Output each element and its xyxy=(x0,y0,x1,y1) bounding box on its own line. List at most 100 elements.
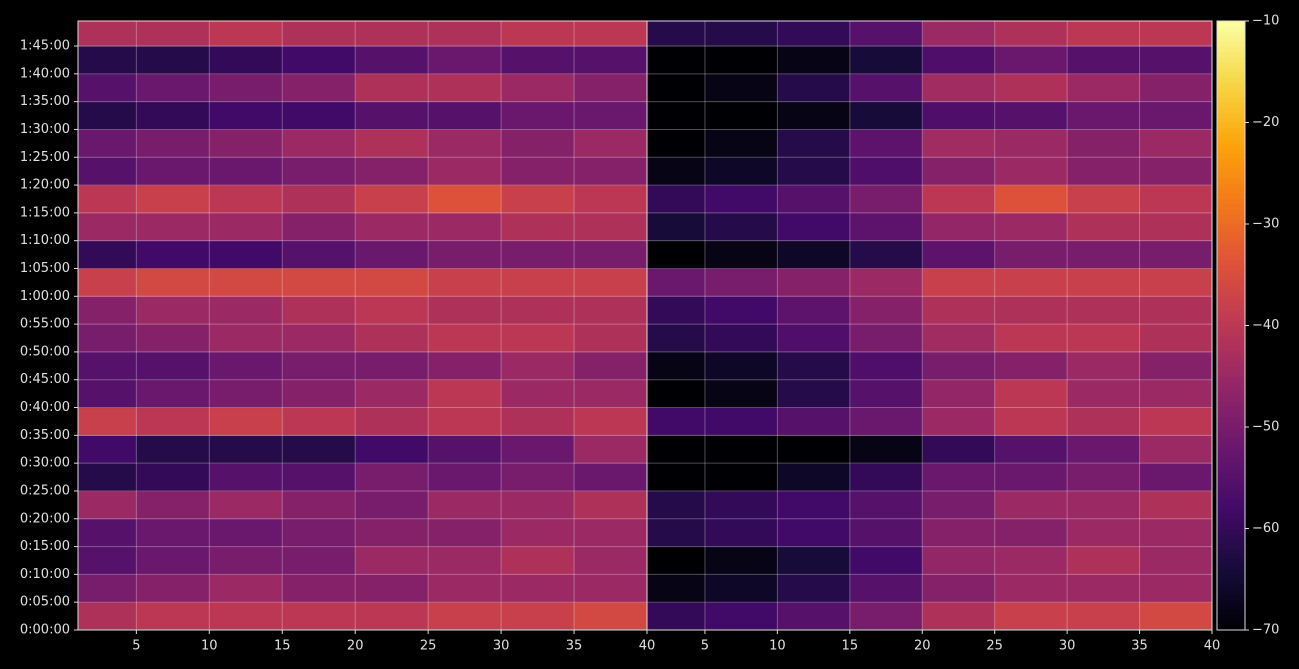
heat-cell xyxy=(136,21,210,47)
heat-cell xyxy=(704,157,778,186)
colorbar-segment xyxy=(1217,421,1245,428)
colorbar-segment xyxy=(1217,107,1245,113)
heat-cell xyxy=(647,240,706,269)
heat-cell xyxy=(428,574,502,603)
heat-cell xyxy=(428,101,502,130)
heat-cell xyxy=(849,212,923,242)
heat-cell xyxy=(78,546,137,575)
colorbar-segment xyxy=(1217,518,1245,524)
heat-cell xyxy=(994,157,1068,186)
heat-cell xyxy=(1139,212,1213,242)
colorbar-segment xyxy=(1217,462,1245,469)
heat-cell xyxy=(849,268,923,297)
heat-cell xyxy=(704,546,778,575)
colorbar-segment xyxy=(1217,137,1245,144)
colorbar-segment xyxy=(1217,92,1245,98)
heat-cell xyxy=(136,212,210,242)
heat-cell xyxy=(777,407,851,436)
heat-cell xyxy=(777,463,851,492)
heat-cell xyxy=(849,435,923,464)
heat-cell xyxy=(355,407,429,436)
heat-cell xyxy=(501,490,575,520)
x-tick-label: 25 xyxy=(986,639,1003,654)
heat-cell xyxy=(136,379,210,409)
heat-cell xyxy=(428,463,502,492)
heat-cell xyxy=(994,101,1068,130)
colorbar-segment xyxy=(1217,371,1245,377)
heat-cell xyxy=(574,546,648,575)
heat-cell xyxy=(136,157,210,186)
heat-cell xyxy=(574,518,648,548)
colorbar-segment xyxy=(1217,152,1245,159)
heat-cell xyxy=(704,21,778,47)
heat-cell xyxy=(78,379,137,409)
heat-cell xyxy=(922,602,996,631)
heat-cell xyxy=(209,240,283,269)
colorbar-segment xyxy=(1217,188,1245,195)
heat-cell xyxy=(574,212,648,242)
colorbar-tick-label: −30 xyxy=(1252,217,1279,232)
heat-cell xyxy=(704,463,778,492)
heat-cell xyxy=(849,379,923,409)
y-tick-label: 1:35:00 xyxy=(20,94,70,109)
y-tick-label: 1:45:00 xyxy=(20,39,70,54)
heat-cell xyxy=(1067,435,1141,464)
colorbar-segment xyxy=(1217,376,1245,382)
heat-cell xyxy=(78,351,137,381)
heat-cell xyxy=(501,574,575,603)
y-tick-label: 1:20:00 xyxy=(20,178,70,193)
heat-cell xyxy=(136,129,210,158)
heat-cell xyxy=(209,129,283,158)
heat-cell xyxy=(849,351,923,381)
colorbar-segment xyxy=(1217,361,1245,367)
colorbar-segment xyxy=(1217,472,1245,479)
heat-cell xyxy=(1139,73,1213,103)
heat-cell xyxy=(78,101,137,130)
heat-cell xyxy=(777,379,851,409)
colorbar-segment xyxy=(1217,558,1245,565)
colorbar-segment xyxy=(1217,61,1245,68)
heat-cell xyxy=(355,129,429,158)
heat-cell xyxy=(704,435,778,464)
heat-cell xyxy=(1067,463,1141,492)
heat-cell xyxy=(282,21,356,47)
heat-cell xyxy=(78,518,137,548)
heat-cell xyxy=(849,518,923,548)
heat-cell xyxy=(994,379,1068,409)
y-tick-label: 1:15:00 xyxy=(20,205,70,220)
heat-cell xyxy=(209,268,283,297)
colorbar-segment xyxy=(1217,366,1245,372)
colorbar-segment xyxy=(1217,26,1245,32)
heat-cell xyxy=(1139,518,1213,548)
x-tick-label: 5 xyxy=(701,639,709,654)
heat-cell xyxy=(78,212,137,242)
heat-cell xyxy=(849,546,923,575)
heat-cell xyxy=(704,129,778,158)
heat-cell xyxy=(428,46,502,75)
heat-cell xyxy=(78,296,137,325)
heat-cell xyxy=(994,602,1068,631)
heat-cell xyxy=(282,463,356,492)
heat-cell xyxy=(922,46,996,75)
colorbar-segment xyxy=(1217,401,1245,408)
y-tick-label: 0:30:00 xyxy=(20,456,70,471)
colorbar-segment xyxy=(1217,513,1245,519)
colorbar-segment xyxy=(1217,594,1245,601)
heat-cell xyxy=(209,157,283,186)
heat-cell xyxy=(849,157,923,186)
heat-cell xyxy=(282,379,356,409)
heat-cell xyxy=(355,379,429,409)
heat-cell xyxy=(209,73,283,103)
colorbar-segment xyxy=(1217,340,1245,347)
colorbar-segment xyxy=(1217,244,1245,250)
plot-frame xyxy=(646,20,1213,631)
colorbar-segment xyxy=(1217,503,1245,509)
heat-cell xyxy=(428,185,502,214)
colorbar-segment xyxy=(1217,320,1245,326)
colorbar-segment xyxy=(1217,158,1245,164)
heat-cell xyxy=(704,351,778,381)
colorbar-segment xyxy=(1217,574,1245,580)
heat-cell xyxy=(704,490,778,520)
heat-cell xyxy=(994,185,1068,214)
